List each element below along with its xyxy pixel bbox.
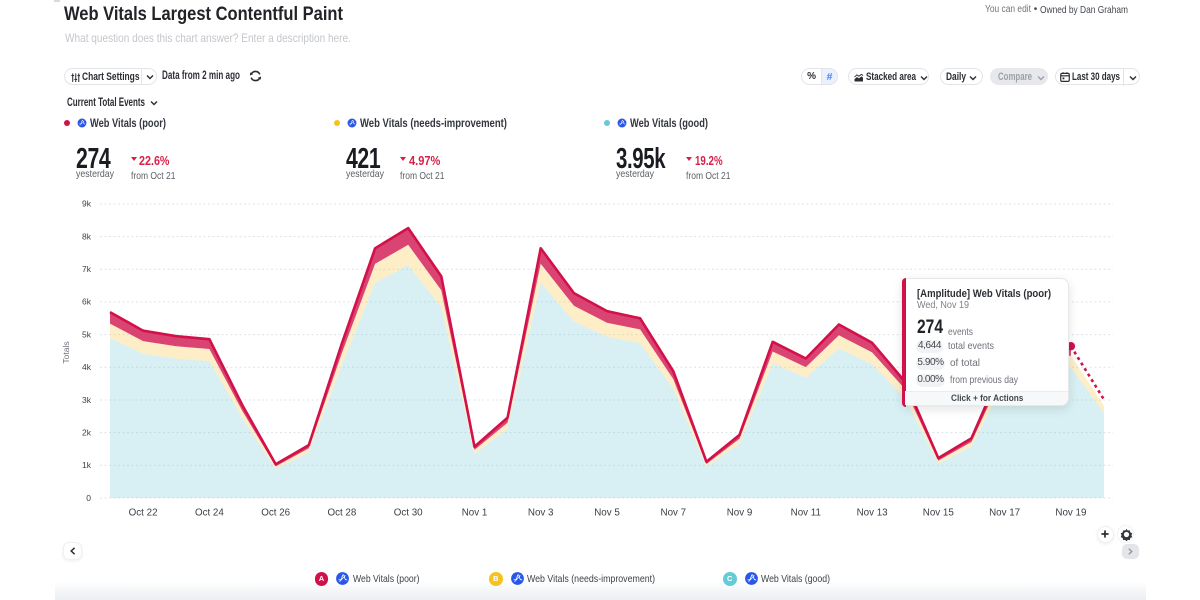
svg-text:6k: 6k [82, 297, 92, 307]
svg-text:3k: 3k [82, 395, 92, 405]
svg-text:2k: 2k [82, 427, 92, 437]
svg-text:0: 0 [86, 493, 91, 503]
svg-text:5k: 5k [82, 329, 92, 339]
svg-text:Totals: Totals [61, 341, 71, 363]
svg-text:Nov 3: Nov 3 [528, 508, 554, 519]
svg-text:Nov 19: Nov 19 [1055, 508, 1086, 519]
svg-text:1k: 1k [82, 460, 92, 470]
svg-text:7k: 7k [82, 264, 92, 274]
svg-text:Nov 11: Nov 11 [791, 508, 821, 519]
svg-text:Nov 15: Nov 15 [923, 508, 955, 519]
svg-text:Oct 24: Oct 24 [195, 508, 224, 519]
svg-text:Nov 5: Nov 5 [594, 508, 620, 519]
svg-text:Oct 30: Oct 30 [394, 508, 423, 519]
svg-text:Oct 28: Oct 28 [327, 508, 356, 519]
svg-text:Nov 13: Nov 13 [857, 508, 889, 519]
svg-text:Nov 17: Nov 17 [989, 508, 1020, 519]
svg-text:Nov 1: Nov 1 [462, 508, 488, 519]
svg-text:9k: 9k [82, 199, 92, 209]
svg-text:Oct 26: Oct 26 [261, 508, 290, 519]
svg-text:Nov 9: Nov 9 [727, 508, 753, 519]
svg-text:4k: 4k [82, 362, 92, 372]
svg-text:Nov 7: Nov 7 [661, 508, 687, 519]
svg-text:8k: 8k [82, 231, 92, 241]
svg-text:Oct 22: Oct 22 [129, 508, 158, 519]
